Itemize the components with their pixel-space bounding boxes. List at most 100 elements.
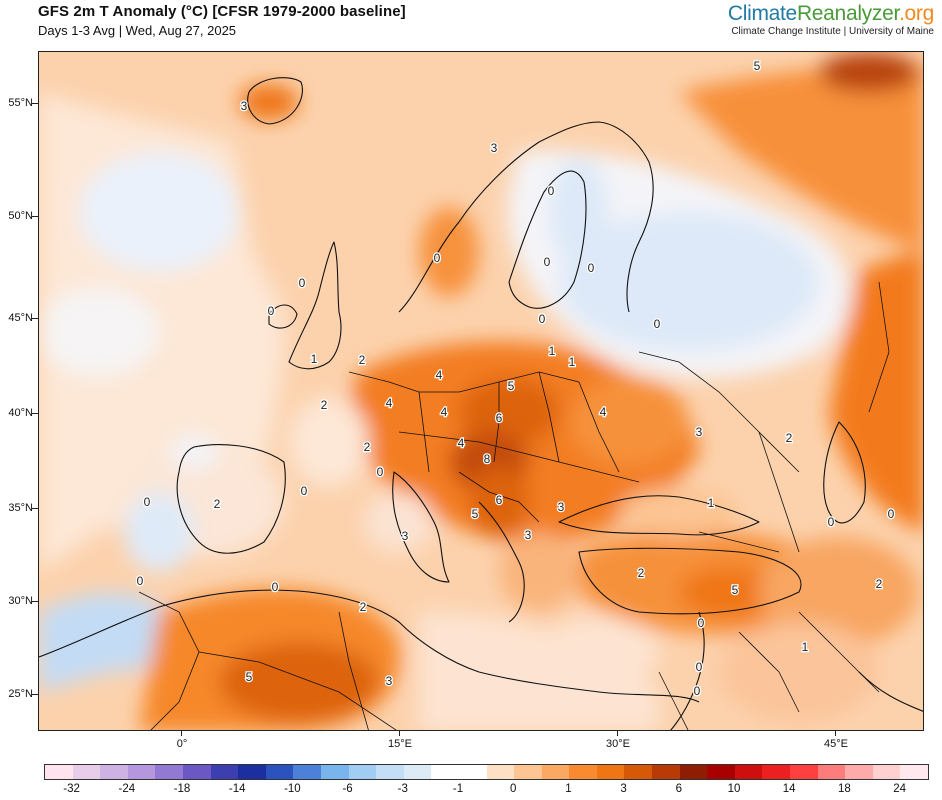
lat-label: 25°N (8, 688, 33, 700)
colorbar-swatch (817, 765, 846, 779)
contour-label: 5 (508, 379, 515, 393)
brand-logo[interactable]: ClimateReanalyzer.org Climate Change Ins… (728, 2, 934, 37)
colorbar-swatch (320, 765, 349, 779)
contour-label: 2 (359, 353, 366, 367)
lat-label: 55°N (8, 97, 33, 109)
colorbar-swatch (707, 765, 735, 779)
colorbar-swatch (265, 765, 294, 779)
contour-label: 0 (377, 465, 384, 479)
colorbar-swatch (569, 765, 597, 779)
colorbar-swatch (679, 765, 708, 779)
contour-label: 4 (436, 368, 443, 382)
contour-label: 3 (491, 141, 498, 155)
colorbar-swatch (348, 765, 377, 779)
colorbar-label: 0 (509, 783, 517, 795)
colorbar-label: 18 (837, 783, 851, 795)
lat-label: 30°N (8, 595, 33, 607)
colorbar-swatch (100, 765, 128, 779)
lat-label: 35°N (8, 502, 33, 514)
contour-label: 0 (272, 580, 279, 594)
contour-label: 0 (268, 304, 275, 318)
contour-label: 5 (472, 507, 479, 521)
contour-label: 5 (732, 583, 739, 597)
colorbar-label: -14 (228, 783, 246, 795)
colorbar-swatch (652, 765, 680, 779)
colorbar-label: 10 (727, 783, 741, 795)
lat-tick (32, 508, 38, 509)
contour-label: 0 (299, 276, 306, 290)
contour-label: 3 (525, 528, 532, 542)
contour-label: 1 (549, 344, 556, 358)
brand-name-part1: Climate (727, 2, 797, 25)
colorbar-swatch (596, 765, 625, 779)
contour-label: 0 (696, 660, 703, 674)
colorbar-swatch (486, 765, 515, 779)
contour-label: 3 (696, 425, 703, 439)
lat-tick (32, 601, 38, 602)
contour-label: 1 (802, 640, 809, 654)
contour-label: 5 (246, 670, 253, 684)
map-subtitle: Days 1-3 Avg | Wed, Aug 27, 2025 (38, 23, 237, 38)
brand-name-part2: Reanalyzer (796, 2, 899, 25)
lat-tick (32, 413, 38, 414)
colorbar-swatch (624, 765, 653, 779)
country-borders (138, 281, 890, 730)
colorbar-swatch (900, 765, 928, 779)
contour-label: 6 (496, 493, 503, 507)
contour-label: 2 (321, 398, 328, 412)
contour-label: 2 (364, 440, 371, 454)
contour-label: 8 (484, 452, 491, 466)
anomaly-field (39, 52, 923, 730)
contour-label: 0 (144, 495, 151, 509)
colorbar-swatch (238, 765, 266, 779)
colorbar-swatch (845, 765, 873, 779)
contour-label: 2 (786, 431, 793, 445)
colorbar-label: 24 (893, 783, 906, 795)
contour-label: 3 (402, 529, 409, 543)
contour-label: 1 (569, 355, 576, 369)
colorbar-swatch (734, 765, 763, 779)
contour-label: 4 (441, 405, 448, 419)
contour-label: 3 (241, 99, 248, 113)
colorbar-swatch (514, 765, 542, 779)
colorbar-label: -32 (63, 783, 80, 795)
contour-label: 5 (754, 59, 761, 73)
colorbar-swatch (293, 765, 321, 779)
lat-label: 40°N (8, 407, 33, 419)
coastlines (39, 77, 923, 730)
contour-label: 1 (708, 496, 715, 510)
colorbar-label: -10 (284, 783, 301, 795)
contour-label: 0 (137, 574, 144, 588)
colorbar-label: 6 (675, 783, 682, 795)
colorbar-label: -1 (452, 783, 464, 795)
colorbar-swatch (762, 765, 791, 779)
brand-tagline: Climate Change Institute | University of… (731, 26, 934, 37)
anomaly-map[interactable]: 3 5 3 0 0 0 0 0 0 0 0 1 2 1 1 4 5 2 4 4 … (38, 51, 924, 731)
lon-label: 0° (176, 738, 188, 750)
brand-name-part3: .org (899, 2, 934, 25)
colorbar-label: -24 (118, 783, 136, 795)
lon-label: 15°E (388, 738, 412, 750)
lon-tick (835, 731, 836, 736)
colorbar (44, 764, 929, 780)
contour-label: 2 (214, 497, 221, 511)
colorbar-label: -18 (173, 783, 191, 795)
colorbar-swatch (127, 765, 156, 779)
contour-label: 0 (694, 684, 701, 698)
lat-tick (32, 694, 38, 695)
colorbar-label: -3 (397, 783, 408, 795)
contour-label: 2 (876, 577, 883, 591)
contour-label: 3 (386, 674, 393, 688)
colorbar-swatch (72, 765, 101, 779)
contour-label: 0 (654, 317, 661, 331)
colorbar-label: 3 (620, 783, 627, 795)
lon-tick (399, 731, 400, 736)
contour-label: 6 (496, 411, 503, 425)
colorbar-swatch (155, 765, 183, 779)
contour-label: 0 (888, 507, 895, 521)
lat-tick (32, 103, 38, 104)
colorbar-swatch (541, 765, 570, 779)
map-title: GFS 2m T Anomaly (°C) [CFSR 1979-2000 ba… (38, 3, 406, 20)
colorbar-swatch (45, 765, 73, 779)
contour-label: 0 (698, 616, 705, 630)
